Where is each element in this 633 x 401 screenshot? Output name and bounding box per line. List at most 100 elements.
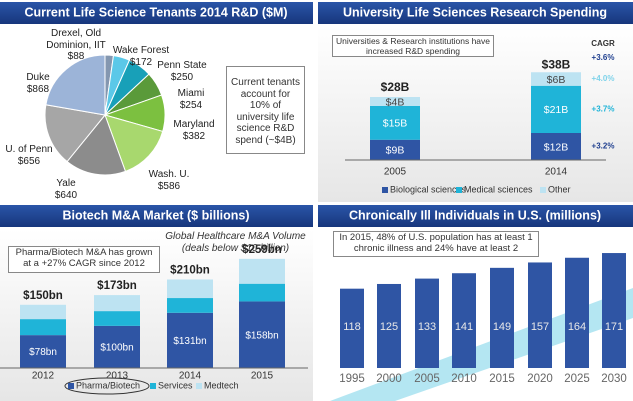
category-label: Drexel, Old Dominion, IIT [46, 28, 106, 51]
header-bar [318, 205, 633, 227]
value-label: $158bn [245, 330, 278, 341]
pie-label: Penn State $250 [156, 60, 208, 83]
category-label: Miami [177, 88, 205, 99]
legend-label: Biological sciences [390, 184, 467, 194]
pie-label: Maryland $382 [163, 119, 225, 142]
annotation: In 2015, 48% of U.S. population has at l… [333, 231, 539, 257]
chart-title: Biotech M&A Market ($ billions) [62, 208, 249, 222]
legend-highlight [64, 377, 150, 395]
cagr-title: CAGR [591, 39, 615, 48]
value-label: $656 [17, 155, 41, 167]
bar [415, 278, 439, 368]
pie-slice [104, 114, 164, 173]
bar-segment [370, 139, 420, 160]
bar-segment [531, 133, 581, 160]
category-label: Wake Forest [112, 45, 170, 56]
value-label: $131bn [173, 336, 206, 347]
category-label: U. of Penn [5, 144, 53, 155]
legend-label: Medical sciences [464, 184, 533, 194]
x-tick-label: 2025 [564, 373, 590, 385]
legend-label: Services [158, 380, 193, 390]
x-tick-label: 2010 [451, 373, 477, 385]
value-label: $640 [54, 189, 78, 201]
bar-segment [94, 295, 140, 312]
x-tick-label: 2005 [414, 373, 440, 385]
legend-label: Pharma/Biotech [76, 380, 140, 390]
pie-label: Duke $868 [12, 72, 64, 95]
legend-swatch [456, 187, 462, 193]
header-bar [0, 2, 313, 24]
value-label: $15B [383, 118, 408, 130]
pie-slice [45, 54, 106, 116]
bar-segment [20, 319, 66, 336]
value-label: $868 [26, 83, 50, 95]
x-tick-label: 2000 [376, 373, 402, 385]
pie-label: Miami $254 [166, 88, 216, 111]
value-label: 133 [418, 321, 436, 333]
bar-segment [531, 72, 581, 86]
bar-segment [94, 325, 140, 368]
bar-segment [167, 312, 213, 368]
pie-slice [66, 114, 127, 176]
bar [452, 273, 476, 368]
value-label: $88 [67, 51, 85, 62]
pie-label: Wake Forest $172 [110, 45, 172, 68]
cagr-label: +3.6% [592, 53, 615, 62]
bar-segment [20, 335, 66, 368]
subtitle: Global Healthcare M&A Volume (deals belo… [165, 231, 306, 254]
value-label: 118 [343, 321, 361, 333]
category-label: Yale [56, 178, 76, 189]
chart-title: Chronically Ill Individuals in U.S. (mil… [349, 208, 601, 222]
bar [340, 288, 364, 368]
value-label: $172 [129, 56, 153, 68]
bar-segment [370, 97, 420, 106]
bar-segment [167, 279, 213, 299]
x-tick-label: 2015 [489, 373, 515, 385]
bar [377, 283, 401, 368]
value-label: $250 [170, 71, 194, 83]
value-label: $6B [547, 74, 566, 86]
x-tick-label: 2020 [527, 373, 553, 385]
category-label: Maryland [173, 119, 215, 130]
legend-label: Medtech [204, 380, 239, 390]
decor-stripe [330, 288, 633, 401]
pie-label: Yale $640 [40, 178, 92, 201]
x-tick-label: 2014 [545, 167, 568, 178]
total-label: $173bn [97, 280, 137, 292]
x-tick-label: 1995 [339, 373, 365, 385]
category-label: Penn State [157, 60, 207, 71]
bar-segment [94, 311, 140, 326]
cagr-label: +3.7% [592, 104, 615, 113]
x-tick-label: 2012 [32, 371, 55, 382]
annotation: Current tenants account for 10% of unive… [226, 66, 305, 154]
legend-label: Other [548, 184, 571, 194]
bar-segment [370, 106, 420, 140]
legend-swatch [68, 383, 74, 389]
value-label: $4B [386, 96, 405, 108]
value-label: 157 [531, 321, 549, 333]
value-label: 164 [568, 321, 586, 333]
value-label: $9B [386, 145, 405, 157]
bar [490, 267, 514, 368]
x-tick-label: 2013 [106, 371, 129, 382]
value-label: 171 [605, 321, 623, 333]
x-tick-label: 2014 [179, 371, 202, 382]
value-label: $382 [182, 130, 206, 142]
category-label: Duke [26, 72, 50, 83]
annotation: Pharma/Biotech M&A has grown at a +27% C… [8, 246, 160, 273]
value-label: $586 [157, 180, 181, 192]
header-bar [318, 2, 633, 24]
value-label: $12B [544, 141, 569, 153]
pie-label: U. of Penn $656 [0, 144, 58, 167]
bar [528, 262, 552, 368]
header-bar [0, 205, 313, 227]
chart-title: University Life Sciences Research Spendi… [343, 5, 607, 19]
legend-swatch [382, 187, 388, 193]
value-label: 125 [380, 321, 398, 333]
pie-slice [44, 104, 106, 163]
value-label: 149 [493, 321, 511, 333]
bar-segment [239, 283, 285, 302]
x-tick-label: 2015 [251, 371, 274, 382]
